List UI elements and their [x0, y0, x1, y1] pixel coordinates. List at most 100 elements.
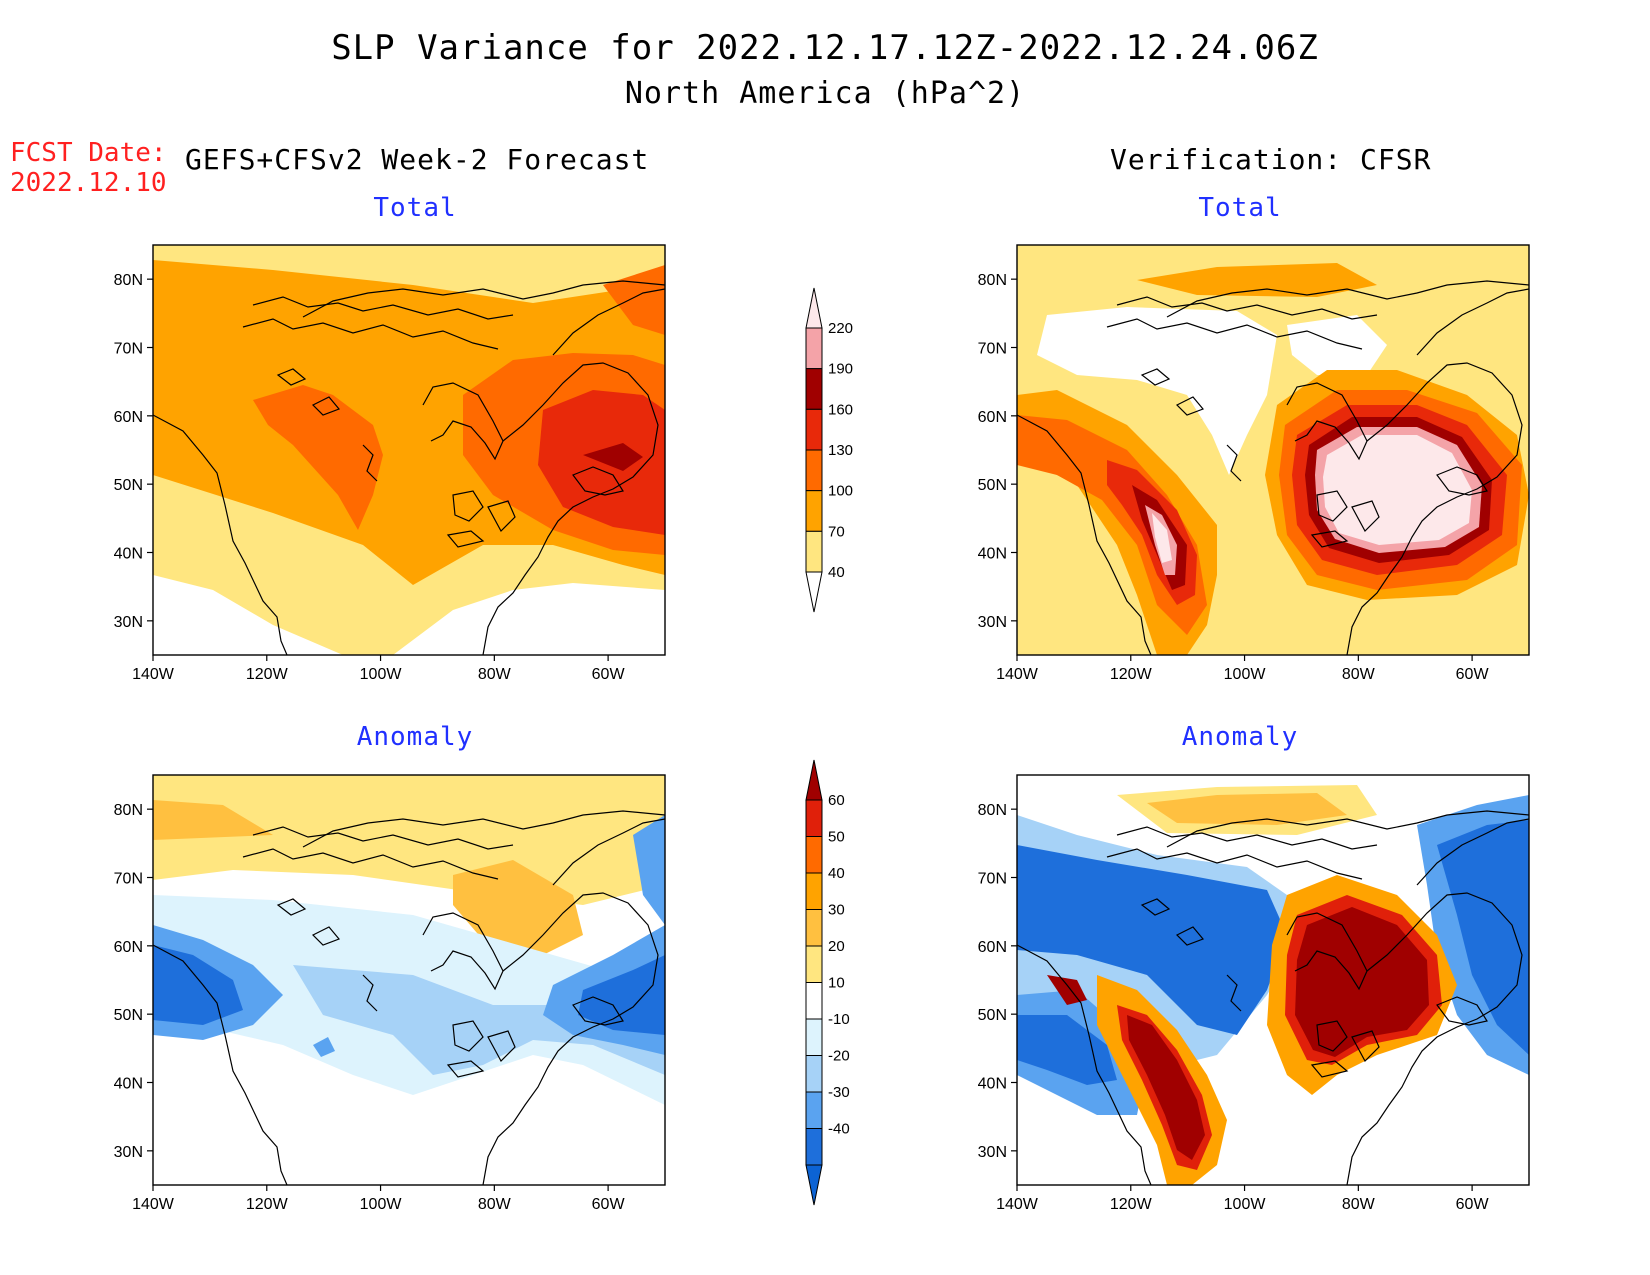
- lat-label: 50N: [978, 477, 1007, 494]
- colorbar-anomaly-box: [805, 1055, 823, 1093]
- colorbar-total: 40 70 100 130 160 190 220: [805, 287, 853, 613]
- fcst-date-value: 2022.12.10: [10, 168, 167, 198]
- lat-label: 60N: [978, 939, 1007, 956]
- map-panel-verif-anomaly: [1016, 774, 1530, 1186]
- colorbar-anomaly-label: 50: [828, 829, 845, 846]
- colorbar-total-box: [805, 327, 823, 370]
- map-panel-verif-total: [1016, 244, 1530, 656]
- lat-label: 30N: [114, 614, 143, 631]
- lat-label: 70N: [978, 341, 1007, 358]
- figure-subtitle: North America (hPa^2): [624, 76, 1026, 111]
- lat-label: 70N: [114, 341, 143, 358]
- colorbar-anomaly-box: [805, 1128, 823, 1166]
- map-panel-fcst-anomaly: [152, 774, 666, 1186]
- colorbar-anomaly-box: [805, 945, 823, 983]
- lat-label: 80N: [114, 272, 143, 289]
- lon-label: 60W: [592, 666, 626, 683]
- verification-column-title: Verification: CFSR: [1110, 143, 1432, 176]
- colorbar-anomaly-label: -40: [828, 1121, 850, 1138]
- lat-label: 80N: [978, 272, 1007, 289]
- lon-label: 60W: [592, 1196, 626, 1213]
- colorbar-anomaly-top-arrow: [805, 759, 823, 801]
- lat-label: 50N: [114, 1007, 143, 1024]
- colorbar-total-box: [805, 368, 823, 410]
- fcst-date-label: FCST Date:: [10, 138, 167, 168]
- lat-label: 40N: [114, 546, 143, 563]
- lon-label: 80W: [1342, 1196, 1376, 1213]
- colorbar-total-bottom-arrow: [805, 571, 823, 613]
- lon-label: 100W: [360, 666, 403, 683]
- lon-label: 140W: [996, 1196, 1039, 1213]
- colorbar-anomaly-label: 20: [828, 938, 845, 955]
- lon-label: 120W: [1110, 1196, 1153, 1213]
- panel-title-verif-anomaly: Anomaly: [1181, 722, 1299, 752]
- colorbar-total-box: [805, 490, 823, 532]
- panel-title-verif-total: Total: [1198, 193, 1282, 223]
- lat-label: 60N: [114, 409, 143, 426]
- colorbar-anomaly-label: -10: [828, 1011, 850, 1028]
- panel-title-fcst-anomaly: Anomaly: [356, 722, 474, 752]
- colorbar-anomaly-label: 40: [828, 865, 845, 882]
- axes-layer: 80N 70N 60N 50N 40N 30N 140W 120W 100W 80W 60W 80N 7…: [114, 272, 1490, 1213]
- colorbar-anomaly-box: [805, 799, 823, 837]
- colorbar-anomaly-bottom-arrow: [805, 1164, 823, 1206]
- lon-label: 120W: [1110, 666, 1153, 683]
- lat-label: 40N: [114, 1076, 143, 1093]
- lon-label: 80W: [1342, 666, 1376, 683]
- lat-label: 80N: [978, 802, 1007, 819]
- lon-label: 140W: [132, 666, 175, 683]
- lon-label: 80W: [478, 1196, 512, 1213]
- colorbar-anomaly-label: -20: [828, 1048, 850, 1065]
- colorbar-anomaly-label: 10: [828, 975, 845, 992]
- colorbar-total-box: [805, 530, 823, 573]
- fcst-date-block: FCST Date: 2022.12.10: [10, 138, 167, 198]
- lon-label: 100W: [1224, 666, 1267, 683]
- colorbar-total-label: 100: [828, 483, 853, 500]
- colorbar-anomaly-box: [805, 1018, 823, 1056]
- colorbar-total-label: 130: [828, 442, 853, 459]
- lat-label: 30N: [978, 614, 1007, 631]
- lat-label: 40N: [978, 1076, 1007, 1093]
- colorbar-anomaly-box: [805, 909, 823, 947]
- lon-label: 60W: [1456, 1196, 1490, 1213]
- colorbar-anomaly-label: 60: [828, 792, 845, 809]
- lon-label: 140W: [132, 1196, 175, 1213]
- lon-label: 120W: [246, 1196, 289, 1213]
- colorbar-total-top-arrow: [805, 287, 823, 329]
- lon-label: 60W: [1456, 666, 1490, 683]
- lat-label: 50N: [978, 1007, 1007, 1024]
- lat-label: 30N: [978, 1144, 1007, 1161]
- lat-label: 30N: [114, 1144, 143, 1161]
- colorbar-anomaly-box: [805, 1091, 823, 1129]
- lat-label: 70N: [114, 871, 143, 888]
- colorbar-anomaly-box: [805, 872, 823, 910]
- colorbar-total-label: 70: [828, 523, 845, 540]
- lon-label: 140W: [996, 666, 1039, 683]
- lat-label: 60N: [978, 409, 1007, 426]
- colorbar-total-label: 160: [828, 401, 853, 418]
- lat-label: 80N: [114, 802, 143, 819]
- colorbar-anomaly-box: [805, 836, 823, 874]
- colorbar-total-label: 190: [828, 361, 853, 378]
- panel-title-fcst-total: Total: [373, 193, 457, 223]
- colorbar-total-label: 220: [828, 320, 853, 337]
- colorbar-anomaly-label: -30: [828, 1084, 850, 1101]
- colorbar-anomaly: -40 -30 -20 -10 10 20 30 40 50 60: [805, 759, 850, 1206]
- lat-label: 60N: [114, 939, 143, 956]
- lon-label: 100W: [360, 1196, 403, 1213]
- forecast-column-title: GEFS+CFSv2 Week-2 Forecast: [185, 143, 650, 176]
- colorbar-total-box: [805, 449, 823, 492]
- lon-label: 80W: [478, 666, 512, 683]
- figure-title: SLP Variance for 2022.12.17.12Z-2022.12.…: [331, 28, 1319, 68]
- lat-label: 40N: [978, 546, 1007, 563]
- colorbar-anomaly-box: [805, 982, 823, 1020]
- colorbar-total-box: [805, 408, 823, 451]
- map-panel-fcst-total: [152, 244, 666, 656]
- lat-label: 70N: [978, 871, 1007, 888]
- colorbar-total-label: 40: [828, 564, 845, 581]
- lat-label: 50N: [114, 477, 143, 494]
- colorbar-anomaly-label: 30: [828, 902, 845, 919]
- lon-label: 100W: [1224, 1196, 1267, 1213]
